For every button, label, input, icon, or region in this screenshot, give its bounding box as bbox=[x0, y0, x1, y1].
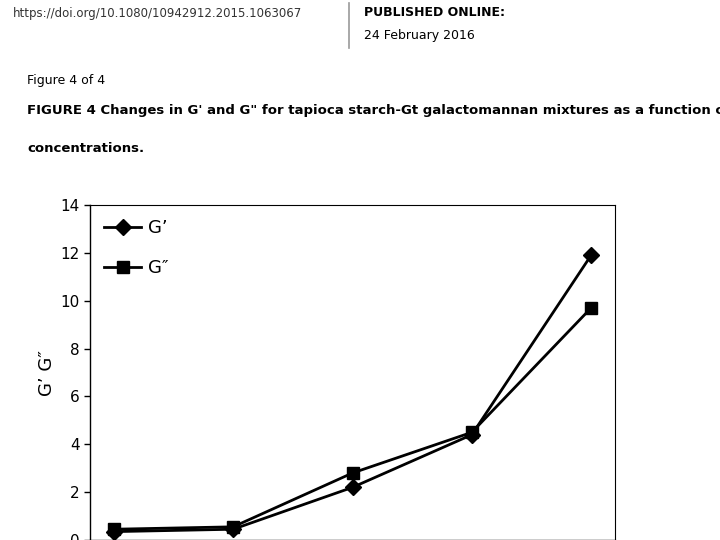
Text: Figure 4 of 4: Figure 4 of 4 bbox=[27, 75, 106, 87]
Legend: G’, G″: G’, G″ bbox=[99, 214, 174, 282]
Text: FIGURE 4 Changes in G' and G" for tapioca starch-Gt galactomannan mixtures as a : FIGURE 4 Changes in G' and G" for tapioc… bbox=[27, 104, 720, 117]
Text: 24 February 2016: 24 February 2016 bbox=[364, 30, 474, 43]
Y-axis label: G’ G″: G’ G″ bbox=[38, 349, 56, 395]
Text: PUBLISHED ONLINE:: PUBLISHED ONLINE: bbox=[364, 6, 505, 19]
Text: concentrations.: concentrations. bbox=[27, 142, 145, 155]
Text: https://doi.org/10.1080/10942912.2015.1063067: https://doi.org/10.1080/10942912.2015.10… bbox=[13, 8, 302, 21]
